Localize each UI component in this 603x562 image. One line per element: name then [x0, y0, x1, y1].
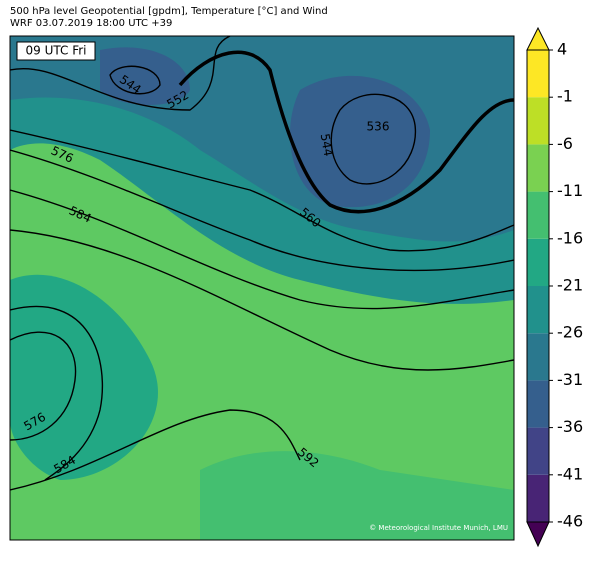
colorbar-tick-label: -1	[557, 87, 573, 106]
contour	[178, 50, 514, 214]
colorbar-tick-label: -16	[557, 228, 583, 247]
colorbar-band	[527, 191, 549, 239]
colorbar-tick-label: -26	[557, 323, 583, 342]
title: 500 hPa level Geopotential [gpdm], Tempe…	[10, 6, 328, 17]
colorbar-band	[527, 286, 549, 334]
contour	[10, 129, 514, 252]
colorbar-band	[527, 50, 549, 98]
colorbar-band	[527, 333, 549, 381]
colorbar-tick-label: -36	[557, 417, 583, 436]
colorbar-band	[527, 427, 549, 475]
contour	[330, 93, 417, 185]
contour	[109, 65, 161, 95]
contour	[10, 305, 104, 481]
contour-label: 544	[318, 132, 336, 157]
colorbar-tick-label: -11	[557, 181, 583, 200]
contour	[10, 331, 77, 441]
colorbar-band	[527, 144, 549, 192]
time-box	[16, 41, 96, 61]
field	[200, 451, 514, 540]
contour-label: 536	[367, 120, 390, 134]
contour	[10, 149, 514, 272]
colorbar-tick-label: -41	[557, 464, 583, 483]
colorbar-tick-label: -6	[557, 134, 573, 153]
field	[100, 47, 430, 208]
colorbar-extend	[526, 26, 550, 51]
colorbar-band	[527, 474, 549, 522]
map-frame	[9, 35, 515, 541]
colorbar-band	[527, 97, 549, 145]
contour	[10, 229, 514, 371]
colorbar-band	[527, 380, 549, 428]
time-label: 09 UTC Fri	[26, 44, 87, 58]
contour	[10, 189, 514, 310]
colorbar-tick-label: 4	[557, 40, 567, 59]
colorbar-band	[527, 238, 549, 286]
copyright: © Meteorological Institute Munich, LMU	[369, 524, 508, 532]
colorbar-tick-label: -46	[557, 512, 583, 531]
colorbar-extend	[526, 521, 550, 548]
colorbar-tick-label: -21	[557, 276, 583, 295]
colorbar-tick-label: -31	[557, 370, 583, 389]
contour	[10, 409, 301, 491]
subtitle: WRF 03.07.2019 18:00 UTC +39	[10, 18, 172, 29]
